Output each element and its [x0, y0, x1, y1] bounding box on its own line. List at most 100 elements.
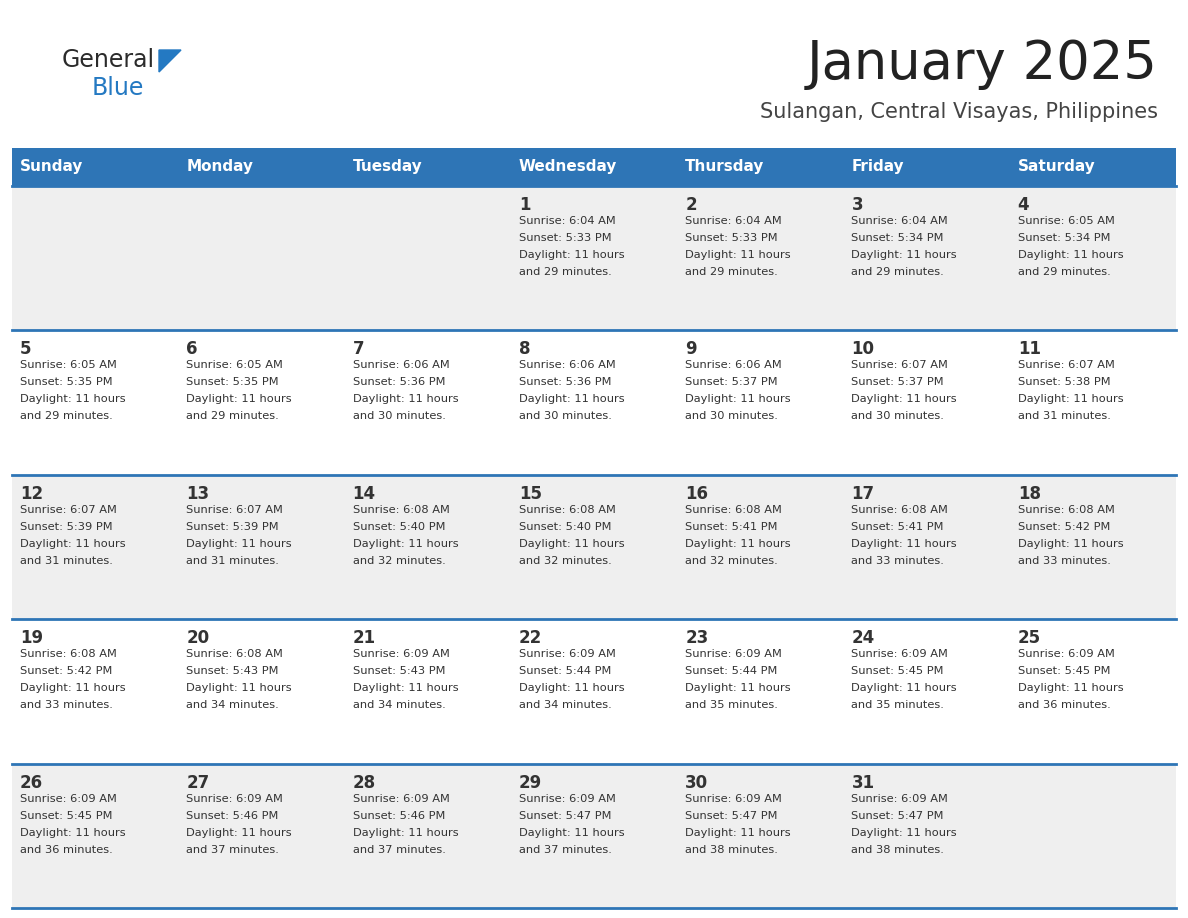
Text: Sunrise: 6:09 AM: Sunrise: 6:09 AM	[1018, 649, 1114, 659]
Text: Daylight: 11 hours: Daylight: 11 hours	[685, 539, 791, 549]
Text: Sunrise: 6:08 AM: Sunrise: 6:08 AM	[519, 505, 615, 515]
Bar	[677, 764, 843, 908]
Text: Sunset: 5:33 PM: Sunset: 5:33 PM	[519, 233, 612, 243]
Bar	[511, 620, 677, 764]
Text: 9: 9	[685, 341, 697, 358]
Text: 17: 17	[852, 485, 874, 503]
Bar	[12, 764, 178, 908]
Text: Daylight: 11 hours: Daylight: 11 hours	[685, 683, 791, 693]
Text: Sunset: 5:41 PM: Sunset: 5:41 PM	[852, 521, 944, 532]
Text: Sunset: 5:47 PM: Sunset: 5:47 PM	[519, 811, 612, 821]
Text: Daylight: 11 hours: Daylight: 11 hours	[187, 828, 292, 837]
Text: Sunrise: 6:09 AM: Sunrise: 6:09 AM	[187, 793, 283, 803]
Text: Sunset: 5:45 PM: Sunset: 5:45 PM	[852, 666, 944, 677]
Bar	[12, 330, 178, 475]
Text: Blue: Blue	[91, 76, 145, 100]
Text: Saturday: Saturday	[1018, 160, 1095, 174]
Bar	[12, 186, 178, 330]
Text: Daylight: 11 hours: Daylight: 11 hours	[519, 250, 625, 260]
Text: 23: 23	[685, 629, 708, 647]
Bar	[677, 620, 843, 764]
Text: 5: 5	[20, 341, 32, 358]
Text: Sunset: 5:33 PM: Sunset: 5:33 PM	[685, 233, 778, 243]
Text: and 30 minutes.: and 30 minutes.	[519, 411, 612, 421]
Text: 13: 13	[187, 485, 209, 503]
Text: and 34 minutes.: and 34 minutes.	[353, 700, 446, 711]
Bar	[1010, 186, 1176, 330]
Text: Sunset: 5:34 PM: Sunset: 5:34 PM	[852, 233, 944, 243]
Bar	[178, 475, 345, 620]
Text: 14: 14	[353, 485, 375, 503]
Text: Sunrise: 6:08 AM: Sunrise: 6:08 AM	[685, 505, 782, 515]
Text: 4: 4	[1018, 196, 1029, 214]
Text: Daylight: 11 hours: Daylight: 11 hours	[852, 395, 958, 405]
Text: and 32 minutes.: and 32 minutes.	[353, 555, 446, 565]
Text: Sunset: 5:44 PM: Sunset: 5:44 PM	[685, 666, 777, 677]
Text: 28: 28	[353, 774, 375, 791]
Text: Sunrise: 6:09 AM: Sunrise: 6:09 AM	[20, 793, 116, 803]
Bar	[1010, 764, 1176, 908]
Text: Sunset: 5:47 PM: Sunset: 5:47 PM	[852, 811, 944, 821]
Text: Sunrise: 6:09 AM: Sunrise: 6:09 AM	[519, 649, 615, 659]
Text: Daylight: 11 hours: Daylight: 11 hours	[20, 683, 126, 693]
Text: Sunrise: 6:08 AM: Sunrise: 6:08 AM	[20, 649, 116, 659]
Text: and 38 minutes.: and 38 minutes.	[685, 845, 778, 855]
Text: Sunrise: 6:06 AM: Sunrise: 6:06 AM	[353, 361, 449, 370]
Text: and 33 minutes.: and 33 minutes.	[852, 555, 944, 565]
Text: Friday: Friday	[852, 160, 904, 174]
Text: 25: 25	[1018, 629, 1041, 647]
Text: and 34 minutes.: and 34 minutes.	[187, 700, 279, 711]
Text: 26: 26	[20, 774, 43, 791]
Text: Sunset: 5:34 PM: Sunset: 5:34 PM	[1018, 233, 1111, 243]
Text: and 37 minutes.: and 37 minutes.	[353, 845, 446, 855]
Bar	[12, 475, 178, 620]
Text: Daylight: 11 hours: Daylight: 11 hours	[685, 250, 791, 260]
Text: Tuesday: Tuesday	[353, 160, 422, 174]
Bar	[345, 330, 511, 475]
Text: and 29 minutes.: and 29 minutes.	[519, 267, 612, 277]
Bar	[1010, 330, 1176, 475]
Bar	[345, 764, 511, 908]
Text: Daylight: 11 hours: Daylight: 11 hours	[852, 539, 958, 549]
Text: Sunrise: 6:09 AM: Sunrise: 6:09 AM	[353, 793, 449, 803]
Bar	[178, 330, 345, 475]
Text: Daylight: 11 hours: Daylight: 11 hours	[852, 683, 958, 693]
Text: Sunrise: 6:08 AM: Sunrise: 6:08 AM	[1018, 505, 1114, 515]
Text: Sunset: 5:45 PM: Sunset: 5:45 PM	[20, 811, 113, 821]
Text: Sunrise: 6:07 AM: Sunrise: 6:07 AM	[1018, 361, 1114, 370]
Text: Daylight: 11 hours: Daylight: 11 hours	[187, 395, 292, 405]
Bar	[178, 148, 345, 186]
Text: and 37 minutes.: and 37 minutes.	[519, 845, 612, 855]
Bar	[843, 620, 1010, 764]
Text: Sunrise: 6:05 AM: Sunrise: 6:05 AM	[20, 361, 116, 370]
Text: 1: 1	[519, 196, 530, 214]
Text: Daylight: 11 hours: Daylight: 11 hours	[1018, 683, 1124, 693]
Bar	[178, 764, 345, 908]
Text: Daylight: 11 hours: Daylight: 11 hours	[519, 539, 625, 549]
Text: 31: 31	[852, 774, 874, 791]
Text: Sunrise: 6:09 AM: Sunrise: 6:09 AM	[353, 649, 449, 659]
Text: General: General	[62, 48, 156, 72]
Text: 11: 11	[1018, 341, 1041, 358]
Text: January 2025: January 2025	[807, 38, 1158, 90]
Text: Daylight: 11 hours: Daylight: 11 hours	[353, 539, 459, 549]
Text: and 35 minutes.: and 35 minutes.	[685, 700, 778, 711]
Bar	[511, 330, 677, 475]
Text: Sunset: 5:41 PM: Sunset: 5:41 PM	[685, 521, 778, 532]
Bar	[12, 148, 178, 186]
Text: Sunset: 5:37 PM: Sunset: 5:37 PM	[852, 377, 944, 387]
Text: and 29 minutes.: and 29 minutes.	[187, 411, 279, 421]
Text: Sulangan, Central Visayas, Philippines: Sulangan, Central Visayas, Philippines	[760, 102, 1158, 122]
Text: Sunset: 5:45 PM: Sunset: 5:45 PM	[1018, 666, 1111, 677]
Text: Sunrise: 6:07 AM: Sunrise: 6:07 AM	[852, 361, 948, 370]
Text: Daylight: 11 hours: Daylight: 11 hours	[20, 395, 126, 405]
Text: and 32 minutes.: and 32 minutes.	[519, 555, 612, 565]
Text: 7: 7	[353, 341, 365, 358]
Text: Daylight: 11 hours: Daylight: 11 hours	[1018, 539, 1124, 549]
Text: Wednesday: Wednesday	[519, 160, 618, 174]
Text: 27: 27	[187, 774, 209, 791]
Text: Sunrise: 6:04 AM: Sunrise: 6:04 AM	[519, 216, 615, 226]
Text: Sunset: 5:42 PM: Sunset: 5:42 PM	[20, 666, 113, 677]
Bar	[178, 186, 345, 330]
Text: Daylight: 11 hours: Daylight: 11 hours	[187, 539, 292, 549]
